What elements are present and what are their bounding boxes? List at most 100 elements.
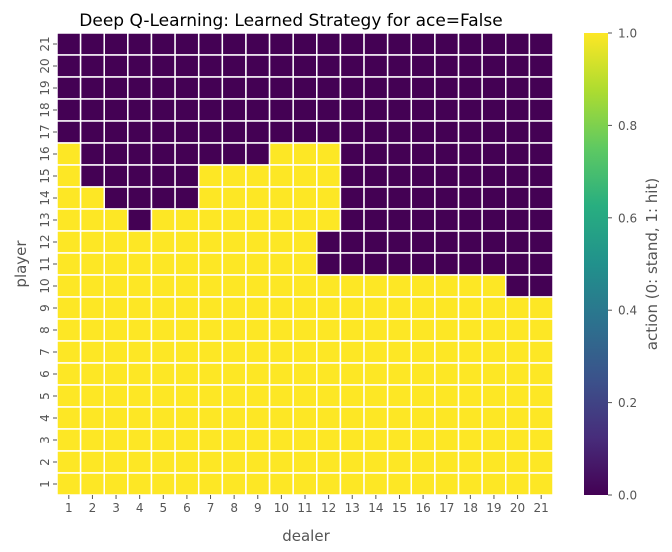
heatmap-cell bbox=[127, 208, 153, 232]
heatmap-cell bbox=[103, 164, 129, 188]
heatmap-cell bbox=[150, 362, 176, 386]
heatmap-cell bbox=[457, 296, 483, 320]
heatmap-cell bbox=[292, 318, 318, 342]
heatmap-cell bbox=[363, 164, 389, 188]
heatmap-cell bbox=[197, 340, 224, 364]
heatmap-cell bbox=[339, 274, 365, 298]
heatmap-cell bbox=[481, 230, 507, 254]
heatmap-cell bbox=[363, 208, 389, 232]
heatmap-cell bbox=[528, 384, 554, 408]
heatmap-cell bbox=[103, 120, 129, 144]
heatmap-cell bbox=[410, 252, 436, 276]
heatmap-cell bbox=[528, 340, 554, 364]
y-tick-label: 9 bbox=[38, 304, 52, 312]
heatmap-cell bbox=[103, 98, 129, 122]
heatmap-cell bbox=[174, 296, 200, 320]
heatmap-cell bbox=[505, 296, 531, 320]
heatmap-cell bbox=[410, 230, 436, 254]
heatmap-cell bbox=[127, 164, 153, 188]
heatmap-cell bbox=[56, 318, 82, 342]
heatmap-cell bbox=[79, 32, 105, 56]
heatmap-cell bbox=[528, 406, 554, 430]
heatmap-cell bbox=[127, 54, 153, 78]
heatmap-cell bbox=[174, 450, 200, 474]
heatmap-cell bbox=[292, 296, 318, 320]
heatmap-cell bbox=[292, 208, 318, 232]
heatmap-cell bbox=[221, 384, 247, 408]
heatmap-cell bbox=[386, 428, 413, 452]
heatmap-cell bbox=[316, 54, 342, 78]
heatmap-cell bbox=[268, 450, 294, 474]
heatmap-cell bbox=[127, 384, 153, 408]
heatmap-cell bbox=[386, 120, 413, 144]
heatmap-cell bbox=[339, 230, 365, 254]
heatmap-cell bbox=[316, 120, 342, 144]
heatmap-cell bbox=[363, 142, 389, 166]
heatmap-cell bbox=[221, 230, 247, 254]
x-tick-label: 18 bbox=[463, 501, 478, 515]
y-tick-label: 6 bbox=[38, 370, 52, 378]
heatmap-cell bbox=[174, 230, 200, 254]
heatmap-cell bbox=[127, 76, 153, 100]
heatmap-cell bbox=[221, 340, 247, 364]
heatmap-cell bbox=[56, 76, 82, 100]
heatmap-cell bbox=[150, 384, 176, 408]
heatmap-cell bbox=[292, 120, 318, 144]
heatmap-cell bbox=[56, 362, 82, 386]
heatmap-cell bbox=[410, 362, 436, 386]
heatmap-cell bbox=[150, 142, 176, 166]
heatmap-cell bbox=[339, 362, 365, 386]
heatmap-cell bbox=[434, 318, 460, 342]
heatmap-cell bbox=[174, 186, 200, 210]
heatmap-cell bbox=[56, 296, 82, 320]
heatmap-cell bbox=[150, 428, 176, 452]
heatmap-cell bbox=[103, 186, 129, 210]
heatmap-cell bbox=[386, 450, 413, 474]
heatmap-cell bbox=[363, 318, 389, 342]
heatmap-cell bbox=[457, 340, 483, 364]
y-tick-label: 5 bbox=[38, 392, 52, 400]
x-tick-label: 15 bbox=[392, 501, 407, 515]
colorbar-tick-label: 0.0 bbox=[618, 489, 637, 503]
heatmap-cell bbox=[103, 274, 129, 298]
heatmap-cell bbox=[457, 274, 483, 298]
heatmap-cell bbox=[150, 32, 176, 56]
heatmap-cell bbox=[56, 208, 82, 232]
heatmap-cell bbox=[174, 274, 200, 298]
heatmap-cell bbox=[221, 54, 247, 78]
heatmap-cell bbox=[79, 142, 105, 166]
heatmap-cell bbox=[481, 164, 507, 188]
heatmap-cell bbox=[528, 98, 554, 122]
heatmap-cell bbox=[410, 164, 436, 188]
heatmap-cell bbox=[528, 208, 554, 232]
y-tick-label: 16 bbox=[38, 146, 52, 161]
heatmap-cell bbox=[245, 318, 271, 342]
heatmap-cell bbox=[197, 208, 224, 232]
heatmap-cell bbox=[528, 318, 554, 342]
heatmap-cell bbox=[339, 406, 365, 430]
heatmap-cell bbox=[386, 472, 413, 496]
heatmap-cell bbox=[316, 274, 342, 298]
heatmap-cell bbox=[79, 274, 105, 298]
heatmap-cell bbox=[386, 98, 413, 122]
x-tick-label: 1 bbox=[65, 501, 73, 515]
heatmap-cell bbox=[457, 362, 483, 386]
heatmap-cell bbox=[79, 472, 105, 496]
heatmap-cell bbox=[103, 406, 129, 430]
heatmap-cell bbox=[221, 164, 247, 188]
y-tick-label: 21 bbox=[38, 36, 52, 51]
heatmap-cell bbox=[127, 450, 153, 474]
heatmap-cell bbox=[56, 384, 82, 408]
heatmap-cell bbox=[103, 472, 129, 496]
heatmap-cell bbox=[150, 208, 176, 232]
y-tick-label: 17 bbox=[38, 124, 52, 139]
heatmap-cell bbox=[150, 472, 176, 496]
heatmap-cell bbox=[434, 76, 460, 100]
heatmap-cell bbox=[528, 252, 554, 276]
heatmap-cell bbox=[127, 362, 153, 386]
heatmap-cell bbox=[174, 362, 200, 386]
heatmap-cell bbox=[221, 252, 247, 276]
heatmap-cell bbox=[221, 318, 247, 342]
heatmap-cell bbox=[528, 296, 554, 320]
